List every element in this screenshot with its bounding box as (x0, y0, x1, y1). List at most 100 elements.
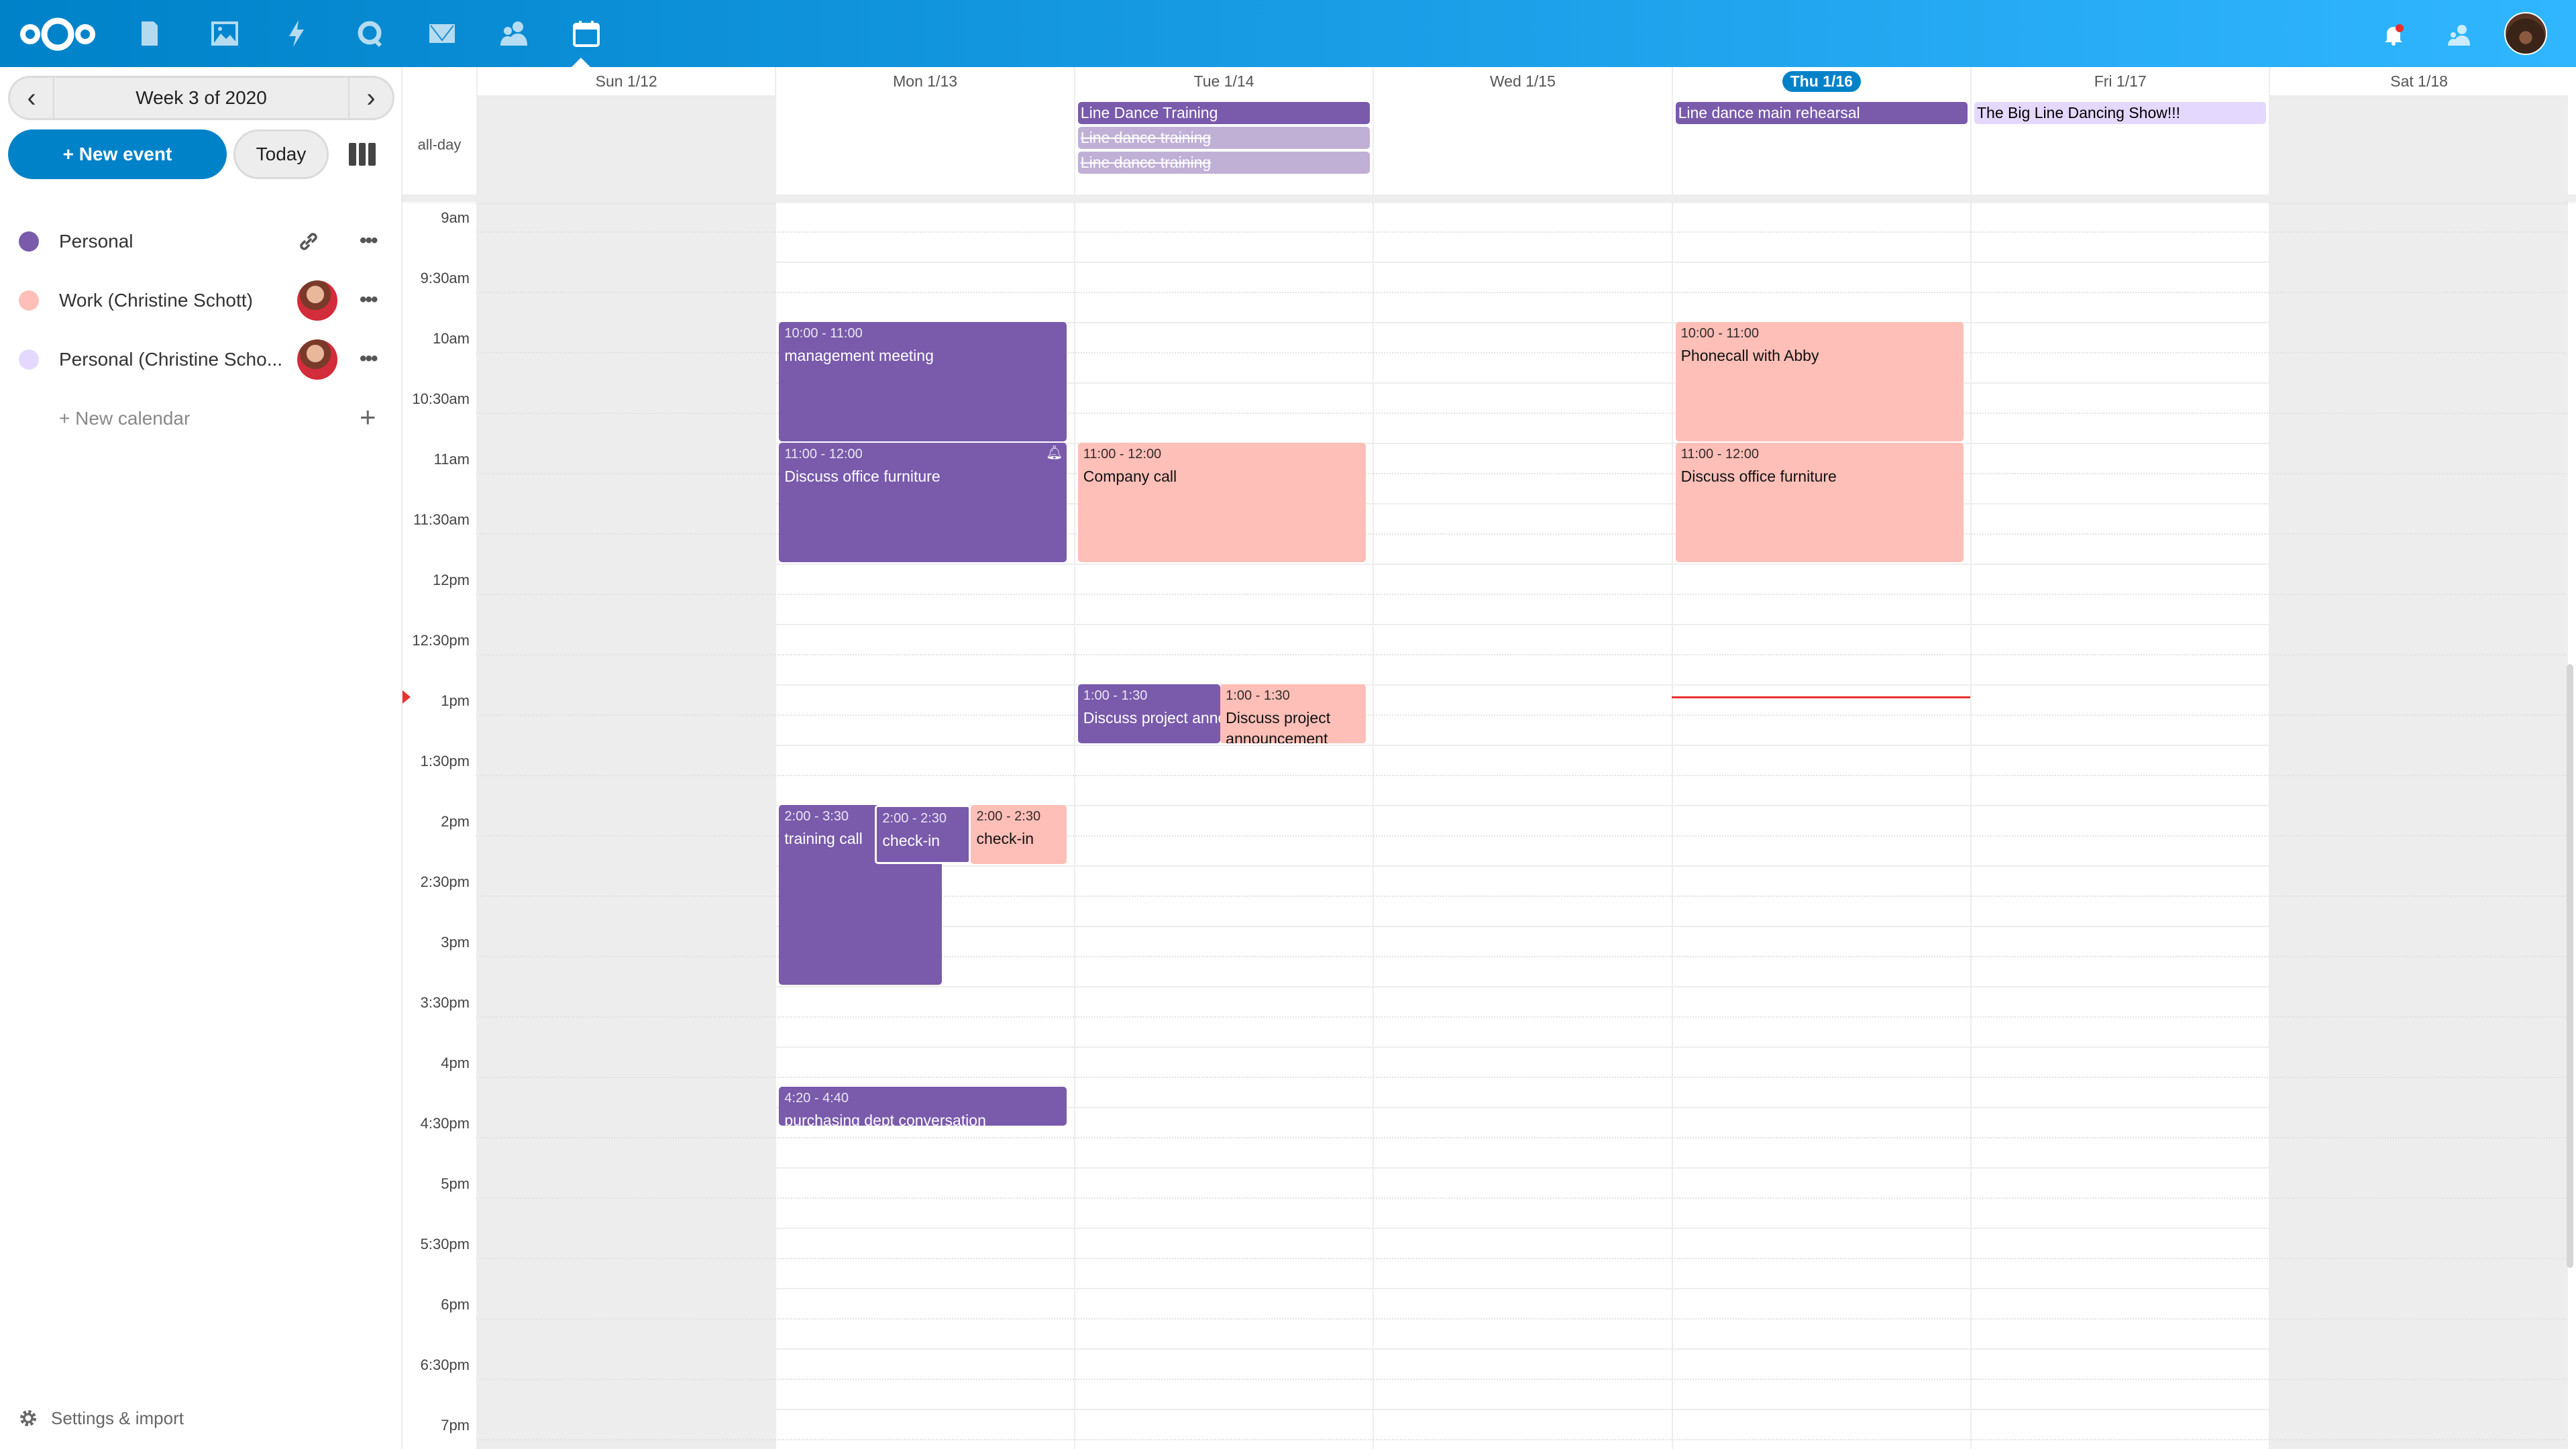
event-time: 1:00 - 1:30 (1083, 688, 1148, 703)
calendar-color-dot[interactable] (19, 290, 39, 311)
day-column[interactable] (1073, 95, 1373, 1449)
event-time: 1:00 - 1:30 (1226, 688, 1290, 703)
view-switcher-icon[interactable] (349, 143, 376, 166)
quarter-hour-line (476, 1077, 2566, 1078)
day-column[interactable] (2269, 95, 2568, 1449)
user-avatar[interactable] (2504, 12, 2547, 55)
day-label: Thu 1/16 (1782, 70, 1861, 92)
time-label: 7pm (441, 1417, 470, 1434)
allday-event[interactable]: Line Dance Training (1077, 102, 1371, 124)
event-title: management meeting (784, 347, 934, 364)
quarter-hour-line (476, 1137, 2566, 1138)
time-label: 10:30am (412, 390, 470, 407)
event-time: 2:00 - 3:30 (784, 809, 849, 824)
calendar-event[interactable]: 2:00 - 2:30 check-in (875, 805, 971, 864)
time-label: 5:30pm (420, 1236, 470, 1252)
allday-event[interactable]: Line dance training (1077, 152, 1371, 174)
next-week-button[interactable]: › (366, 83, 376, 113)
day-column[interactable] (775, 95, 1073, 1449)
calendar-event[interactable]: 2:00 - 2:30 check-in (971, 805, 1067, 864)
day-column[interactable] (1970, 95, 2269, 1449)
new-event-button[interactable]: + New event (8, 129, 227, 179)
day-header[interactable]: Sun 1/12 (476, 67, 775, 95)
calendar-week-view: Sun 1/12 Mon 1/13 Tue 1/14 Wed 1/15 Thu 1/16… (402, 67, 2576, 1449)
allday-label: all-day (417, 136, 462, 153)
calendar-item-work[interactable]: Work (Christine Schott) ••• (0, 274, 402, 327)
quarter-hour-line (476, 956, 2566, 957)
day-header[interactable]: Mon 1/13 (775, 67, 1073, 95)
day-header[interactable]: Thu 1/16 (1671, 67, 1970, 95)
activity-icon[interactable] (282, 19, 312, 48)
previous-week-button[interactable]: ‹ (27, 83, 36, 113)
week-label[interactable]: Week 3 of 2020 (53, 78, 350, 118)
calendar-icon[interactable] (572, 19, 601, 48)
more-icon[interactable]: ••• (360, 288, 378, 311)
quarter-hour-line (476, 413, 2566, 414)
photos-icon[interactable] (210, 19, 239, 48)
day-column[interactable] (476, 95, 775, 1449)
mail-icon[interactable] (427, 19, 457, 48)
new-calendar-label: + New calendar (59, 408, 191, 429)
half-hour-line (476, 382, 2566, 384)
calendar-event[interactable]: 1:00 - 1:30 Discuss project announcement (1077, 684, 1221, 743)
day-column[interactable] (1671, 95, 1970, 1449)
contacts-icon[interactable] (499, 19, 529, 48)
talk-icon[interactable] (355, 19, 384, 48)
time-label: 11am (433, 451, 470, 468)
calendar-event[interactable]: 4:20 - 4:40 purchasing dept conversation (779, 1087, 1067, 1126)
today-button[interactable]: Today (233, 129, 329, 179)
day-column[interactable] (1373, 95, 1671, 1449)
half-hour-line (476, 805, 2566, 806)
scrollbar[interactable] (2567, 664, 2573, 1268)
calendar-event[interactable]: 11:00 - 12:00 Discuss office furniture (1675, 443, 1964, 562)
new-calendar-button[interactable]: + New calendar + (0, 392, 402, 445)
plus-icon[interactable]: + (360, 401, 376, 433)
half-hour-line (476, 443, 2566, 444)
day-header[interactable]: Fri 1/17 (1970, 67, 2269, 95)
quarter-hour-line (476, 654, 2566, 655)
day-label: Sun 1/12 (595, 72, 657, 90)
event-title: Discuss office furniture (1680, 468, 1837, 485)
day-header[interactable]: Wed 1/15 (1373, 67, 1671, 95)
notifications-icon[interactable] (2381, 23, 2406, 47)
event-title: training call (784, 830, 863, 847)
half-hour-line (476, 1288, 2566, 1289)
day-header[interactable]: Tue 1/14 (1073, 67, 1373, 95)
calendar-event[interactable]: 10:00 - 11:00 management meeting (779, 322, 1067, 441)
more-icon[interactable]: ••• (360, 347, 378, 370)
calendar-event[interactable]: 1:00 - 1:30 Discuss project announcement (1220, 684, 1366, 743)
half-hour-line (476, 564, 2566, 565)
link-icon[interactable] (297, 229, 321, 254)
day-label: Sat 1/18 (2390, 72, 2448, 90)
quarter-hour-line (476, 1379, 2566, 1380)
calendar-event[interactable]: 10:00 - 11:00 Phonecall with Abby (1675, 322, 1964, 441)
half-hour-line (476, 745, 2566, 746)
allday-separator (402, 195, 2576, 201)
calendar-color-dot[interactable] (19, 350, 39, 370)
calendar-item-personal[interactable]: Personal ••• (0, 215, 402, 268)
calendar-event[interactable]: 11:00 - 12:00 Discuss office furniture 🔔︎ (779, 443, 1067, 562)
event-time: 4:20 - 4:40 (784, 1091, 849, 1106)
contacts-menu-icon[interactable] (2447, 23, 2471, 47)
nextcloud-logo[interactable] (19, 17, 97, 52)
half-hour-line (476, 1107, 2566, 1108)
quarter-hour-line (476, 352, 2566, 354)
files-icon[interactable] (138, 19, 167, 48)
settings-button[interactable]: Settings & import (17, 1407, 184, 1429)
active-app-indicator (572, 58, 590, 67)
quarter-hour-line (476, 1318, 2566, 1320)
time-label: 4pm (441, 1055, 470, 1071)
calendar-item-personal-shared[interactable]: Personal (Christine Scho... ••• (0, 333, 402, 386)
quarter-hour-line (476, 473, 2566, 474)
allday-event[interactable]: Line dance training (1077, 127, 1371, 149)
time-label: 12:30pm (412, 632, 470, 649)
day-header[interactable]: Sat 1/18 (2269, 67, 2567, 95)
time-label: 1:30pm (420, 753, 470, 769)
calendar-event[interactable]: 11:00 - 12:00 Company call (1077, 443, 1366, 562)
more-icon[interactable]: ••• (360, 229, 378, 252)
event-time: 11:00 - 12:00 (1680, 447, 1759, 462)
calendar-color-dot[interactable] (19, 231, 39, 252)
allday-event[interactable]: The Big Line Dancing Show!!! (1974, 102, 2267, 124)
calendar-name: Personal (Christine Scho... (59, 349, 283, 370)
allday-event[interactable]: Line dance main rehearsal (1675, 102, 1968, 124)
